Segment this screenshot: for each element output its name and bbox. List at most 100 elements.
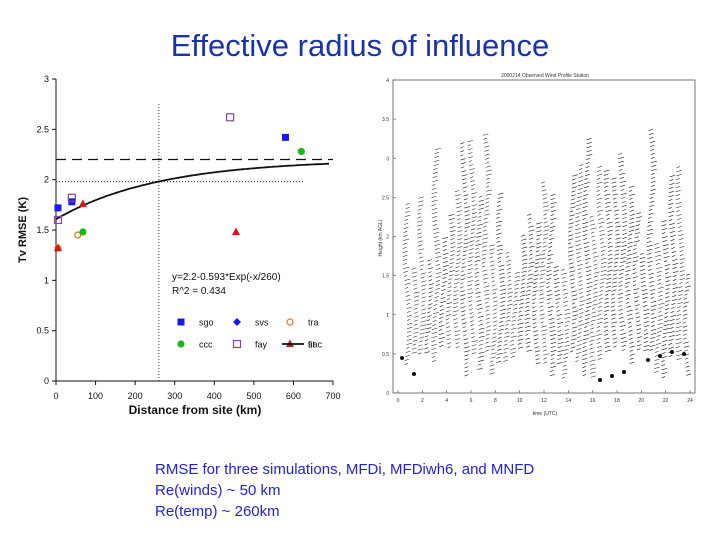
- wind-barb: [485, 317, 490, 320]
- wind-barb: [641, 285, 647, 288]
- wind-barb: [650, 292, 655, 295]
- wind-barb: [590, 367, 597, 370]
- wind-barb: [550, 210, 556, 213]
- wind-barb: [418, 248, 425, 251]
- wind-barb: [593, 259, 598, 262]
- wind-barb: [461, 322, 467, 325]
- wind-barb: [611, 297, 615, 300]
- wind-barb: [402, 242, 407, 245]
- wind-barb: [417, 220, 423, 223]
- wind-barb: [607, 269, 614, 272]
- wind-barb: [571, 302, 576, 305]
- wind-barb: [541, 189, 547, 192]
- wind-barb: [454, 270, 460, 273]
- wind-barb: [654, 370, 659, 373]
- wind-barb: [490, 268, 496, 271]
- wind-barb: [584, 250, 590, 253]
- wind-barb: [434, 243, 441, 247]
- wind-barb: [406, 302, 410, 305]
- wind-barb: [634, 304, 640, 307]
- wind-barb: [421, 312, 427, 315]
- wind-barb: [457, 230, 463, 233]
- wind-barb: [589, 331, 594, 334]
- wind-barb: [489, 364, 495, 367]
- wind-barb: [583, 194, 589, 197]
- wind-barb: [572, 306, 577, 309]
- wind-barb: [403, 234, 408, 237]
- wind-barb: [541, 329, 548, 332]
- wind-barb: [661, 372, 668, 375]
- wind-barb: [438, 317, 443, 320]
- wind-barb: [658, 310, 662, 313]
- wind-barb: [605, 205, 610, 208]
- fit-curve: [55, 162, 330, 220]
- data-point-ccc: [297, 147, 305, 156]
- wind-barb: [514, 287, 520, 290]
- wind-barb: [536, 226, 542, 229]
- wind-barb: [668, 191, 675, 194]
- wind-barb: [448, 218, 455, 221]
- wind-barb: [513, 295, 518, 298]
- wind-barb: [618, 312, 624, 316]
- wind-barb: [486, 321, 490, 324]
- wind-barb: [539, 313, 545, 316]
- wind-barb: [611, 321, 618, 324]
- wind-barb: [421, 304, 425, 307]
- wind-barb: [626, 253, 633, 256]
- legend-box: [164, 310, 330, 374]
- wind-barb: [599, 289, 604, 292]
- wind-barb: [618, 280, 623, 283]
- wind-barb: [671, 255, 676, 258]
- wind-barb: [420, 272, 427, 275]
- wind-barb: [614, 253, 620, 256]
- wind-barb: [548, 318, 555, 321]
- wind-barb: [461, 314, 466, 317]
- wind-barb: [618, 152, 623, 155]
- wind-barb: [404, 286, 409, 289]
- wind-barb: [497, 200, 501, 203]
- wind-barb: [615, 233, 620, 236]
- wind-barb: [598, 221, 605, 224]
- wind-barb: [650, 152, 655, 155]
- wind-barb: [411, 271, 418, 274]
- wind-barb: [449, 258, 454, 261]
- profile-y-tick-label: 2: [386, 235, 389, 241]
- wind-barb: [586, 302, 593, 305]
- wind-barb: [625, 273, 629, 276]
- wind-barb: [596, 321, 603, 324]
- wind-barb: [619, 324, 626, 328]
- wind-barb: [468, 256, 474, 259]
- wind-barb: [485, 309, 490, 312]
- wind-barb: [582, 198, 587, 201]
- wind-barb: [445, 314, 452, 317]
- wind-barb: [622, 208, 627, 211]
- wind-barb: [539, 301, 544, 304]
- wind-barb: [633, 296, 640, 299]
- profile-frame: [392, 79, 696, 394]
- wind-barb: [648, 212, 654, 215]
- wind-barb: [593, 291, 599, 294]
- wind-barb: [550, 362, 555, 365]
- wind-barb: [585, 262, 589, 265]
- wind-barb: [404, 358, 409, 361]
- wind-barb: [491, 340, 497, 343]
- wind-barb: [671, 251, 677, 254]
- wind-barb: [405, 206, 410, 209]
- wind-barb: [561, 272, 568, 275]
- wind-barb: [669, 175, 675, 178]
- wind-barb: [445, 326, 451, 329]
- wind-barb: [644, 325, 650, 328]
- wind-barb: [447, 286, 452, 289]
- wind-barb: [406, 338, 412, 341]
- wind-barb: [605, 293, 609, 296]
- wind-barb: [435, 267, 441, 271]
- wind-barb: [604, 305, 610, 308]
- wind-barb: [589, 343, 593, 346]
- wind-barb: [657, 318, 663, 321]
- wind-barb: [591, 311, 596, 314]
- wind-barb: [543, 213, 547, 216]
- wind-barb: [447, 346, 451, 349]
- wind-barb: [460, 282, 464, 285]
- wind-barb: [503, 347, 509, 350]
- wind-barb: [670, 311, 675, 314]
